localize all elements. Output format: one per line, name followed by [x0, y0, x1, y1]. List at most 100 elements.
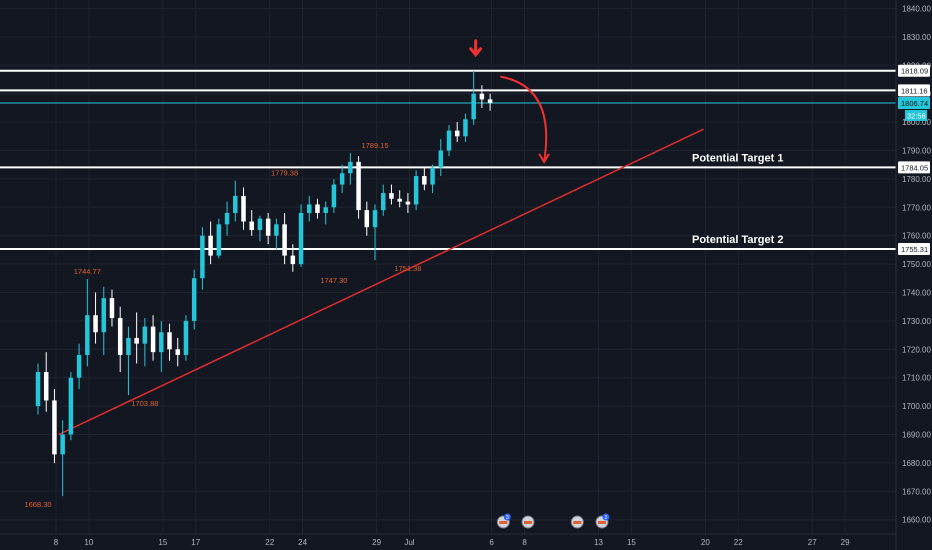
- candle-body: [126, 337, 131, 355]
- candle: [93, 292, 98, 344]
- time-tick-label: 6: [489, 538, 494, 547]
- price-tick-label: 1800.00: [902, 118, 931, 127]
- target-labels-layer: Potential Target 1 Potential Target 2: [692, 152, 783, 246]
- price-tick-label: 1720.00: [902, 345, 931, 354]
- event-flag-stripe: [523, 521, 532, 524]
- candle-body: [183, 320, 189, 355]
- candle: [265, 212, 271, 245]
- candle-body: [454, 130, 460, 137]
- candle: [191, 269, 197, 330]
- event-icon[interactable]: [521, 515, 535, 529]
- candle-body: [282, 224, 287, 256]
- event-flag-stripe: [499, 521, 508, 524]
- candle: [68, 372, 74, 441]
- candle: [76, 343, 82, 390]
- price-axis[interactable]: 1660.00 1670.00 1680.00 1690.00 1700.00 1710.…: [895, 0, 931, 550]
- candle: [405, 193, 411, 213]
- price-label: 1806.74: [901, 99, 928, 108]
- price-label-box: [898, 96, 930, 109]
- candle-body: [413, 176, 419, 205]
- candle: [389, 184, 394, 205]
- candle: [331, 178, 337, 213]
- candle: [224, 201, 230, 236]
- candle-body: [93, 315, 98, 333]
- candle-body: [372, 210, 378, 228]
- candle: [430, 164, 435, 194]
- candle-body: [307, 204, 312, 213]
- candle-body: [257, 218, 263, 231]
- time-tick-label: Jul: [404, 538, 414, 547]
- candle-body: [298, 212, 304, 265]
- candle: [471, 70, 476, 125]
- price-label: 1784.05: [901, 163, 928, 172]
- candle: [200, 227, 205, 290]
- event-icon[interactable]: 3: [496, 513, 511, 529]
- price-label: 1755.31: [901, 245, 928, 254]
- candle: [35, 363, 41, 415]
- event-icon[interactable]: 2: [595, 513, 610, 529]
- event-count-badge: [503, 513, 511, 521]
- candle-body: [438, 150, 444, 168]
- price-label-box: [898, 64, 930, 77]
- curved-arrow: [500, 75, 548, 163]
- candle-body: [134, 337, 139, 344]
- candle-body: [397, 198, 402, 202]
- candle-body: [463, 119, 468, 137]
- trendline: [58, 128, 704, 436]
- candle: [159, 320, 164, 373]
- candle-body: [60, 434, 65, 455]
- candle-body: [85, 315, 90, 355]
- price-tick-label: 1840.00: [902, 5, 931, 14]
- candle: [134, 312, 139, 364]
- candle: [446, 124, 452, 157]
- candle: [43, 352, 49, 412]
- candle: [290, 244, 296, 272]
- candle: [307, 195, 312, 222]
- event-icon[interactable]: [570, 515, 584, 529]
- candle-body: [446, 130, 452, 151]
- swing-label: 1747.30: [320, 276, 347, 285]
- time-tick-label: 20: [701, 538, 710, 547]
- price-tick-label: 1700.00: [902, 402, 931, 411]
- candle: [323, 201, 328, 225]
- candle-body: [224, 212, 230, 225]
- candle-body: [348, 161, 353, 174]
- price-tick-label: 1660.00: [902, 516, 931, 525]
- trendline-layer: [58, 128, 704, 436]
- candle-body: [167, 332, 172, 350]
- swing-label: 1779.38: [271, 169, 298, 178]
- price-tick-label: 1750.00: [902, 260, 931, 269]
- candle: [479, 85, 485, 108]
- time-axis[interactable]: 8 10 15 17 22 24 29 Jul 6 8 13 15 20 22 27 29: [0, 533, 896, 547]
- candle-body: [487, 99, 493, 103]
- candle: [216, 218, 222, 259]
- candle: [487, 93, 493, 111]
- swing-label: 1789.15: [361, 141, 388, 150]
- candle-body: [142, 326, 148, 344]
- candle: [150, 315, 156, 361]
- candle: [298, 204, 304, 267]
- event-count-label: 3: [506, 515, 509, 521]
- candle-body: [389, 193, 394, 199]
- time-tick-label: 15: [627, 538, 636, 547]
- time-tick-label: 8: [54, 538, 59, 547]
- candle: [364, 201, 370, 236]
- countdown-box: [905, 109, 927, 121]
- candle-body: [265, 218, 271, 236]
- candle-body: [200, 235, 205, 279]
- candle-body: [150, 326, 156, 353]
- target-label: Potential Target 1: [692, 152, 783, 164]
- candle: [126, 326, 131, 396]
- time-tick-label: 24: [298, 538, 307, 547]
- price-tick-label: 1760.00: [902, 232, 931, 241]
- candle-body: [339, 173, 345, 185]
- candle: [372, 204, 378, 261]
- time-tick-label: 22: [734, 538, 743, 547]
- target-label: Potential Target 2: [692, 234, 783, 246]
- time-tick-label: 10: [84, 538, 93, 547]
- event-flag-stripe: [573, 521, 582, 524]
- candle-body: [191, 278, 197, 321]
- candle-body: [175, 349, 180, 355]
